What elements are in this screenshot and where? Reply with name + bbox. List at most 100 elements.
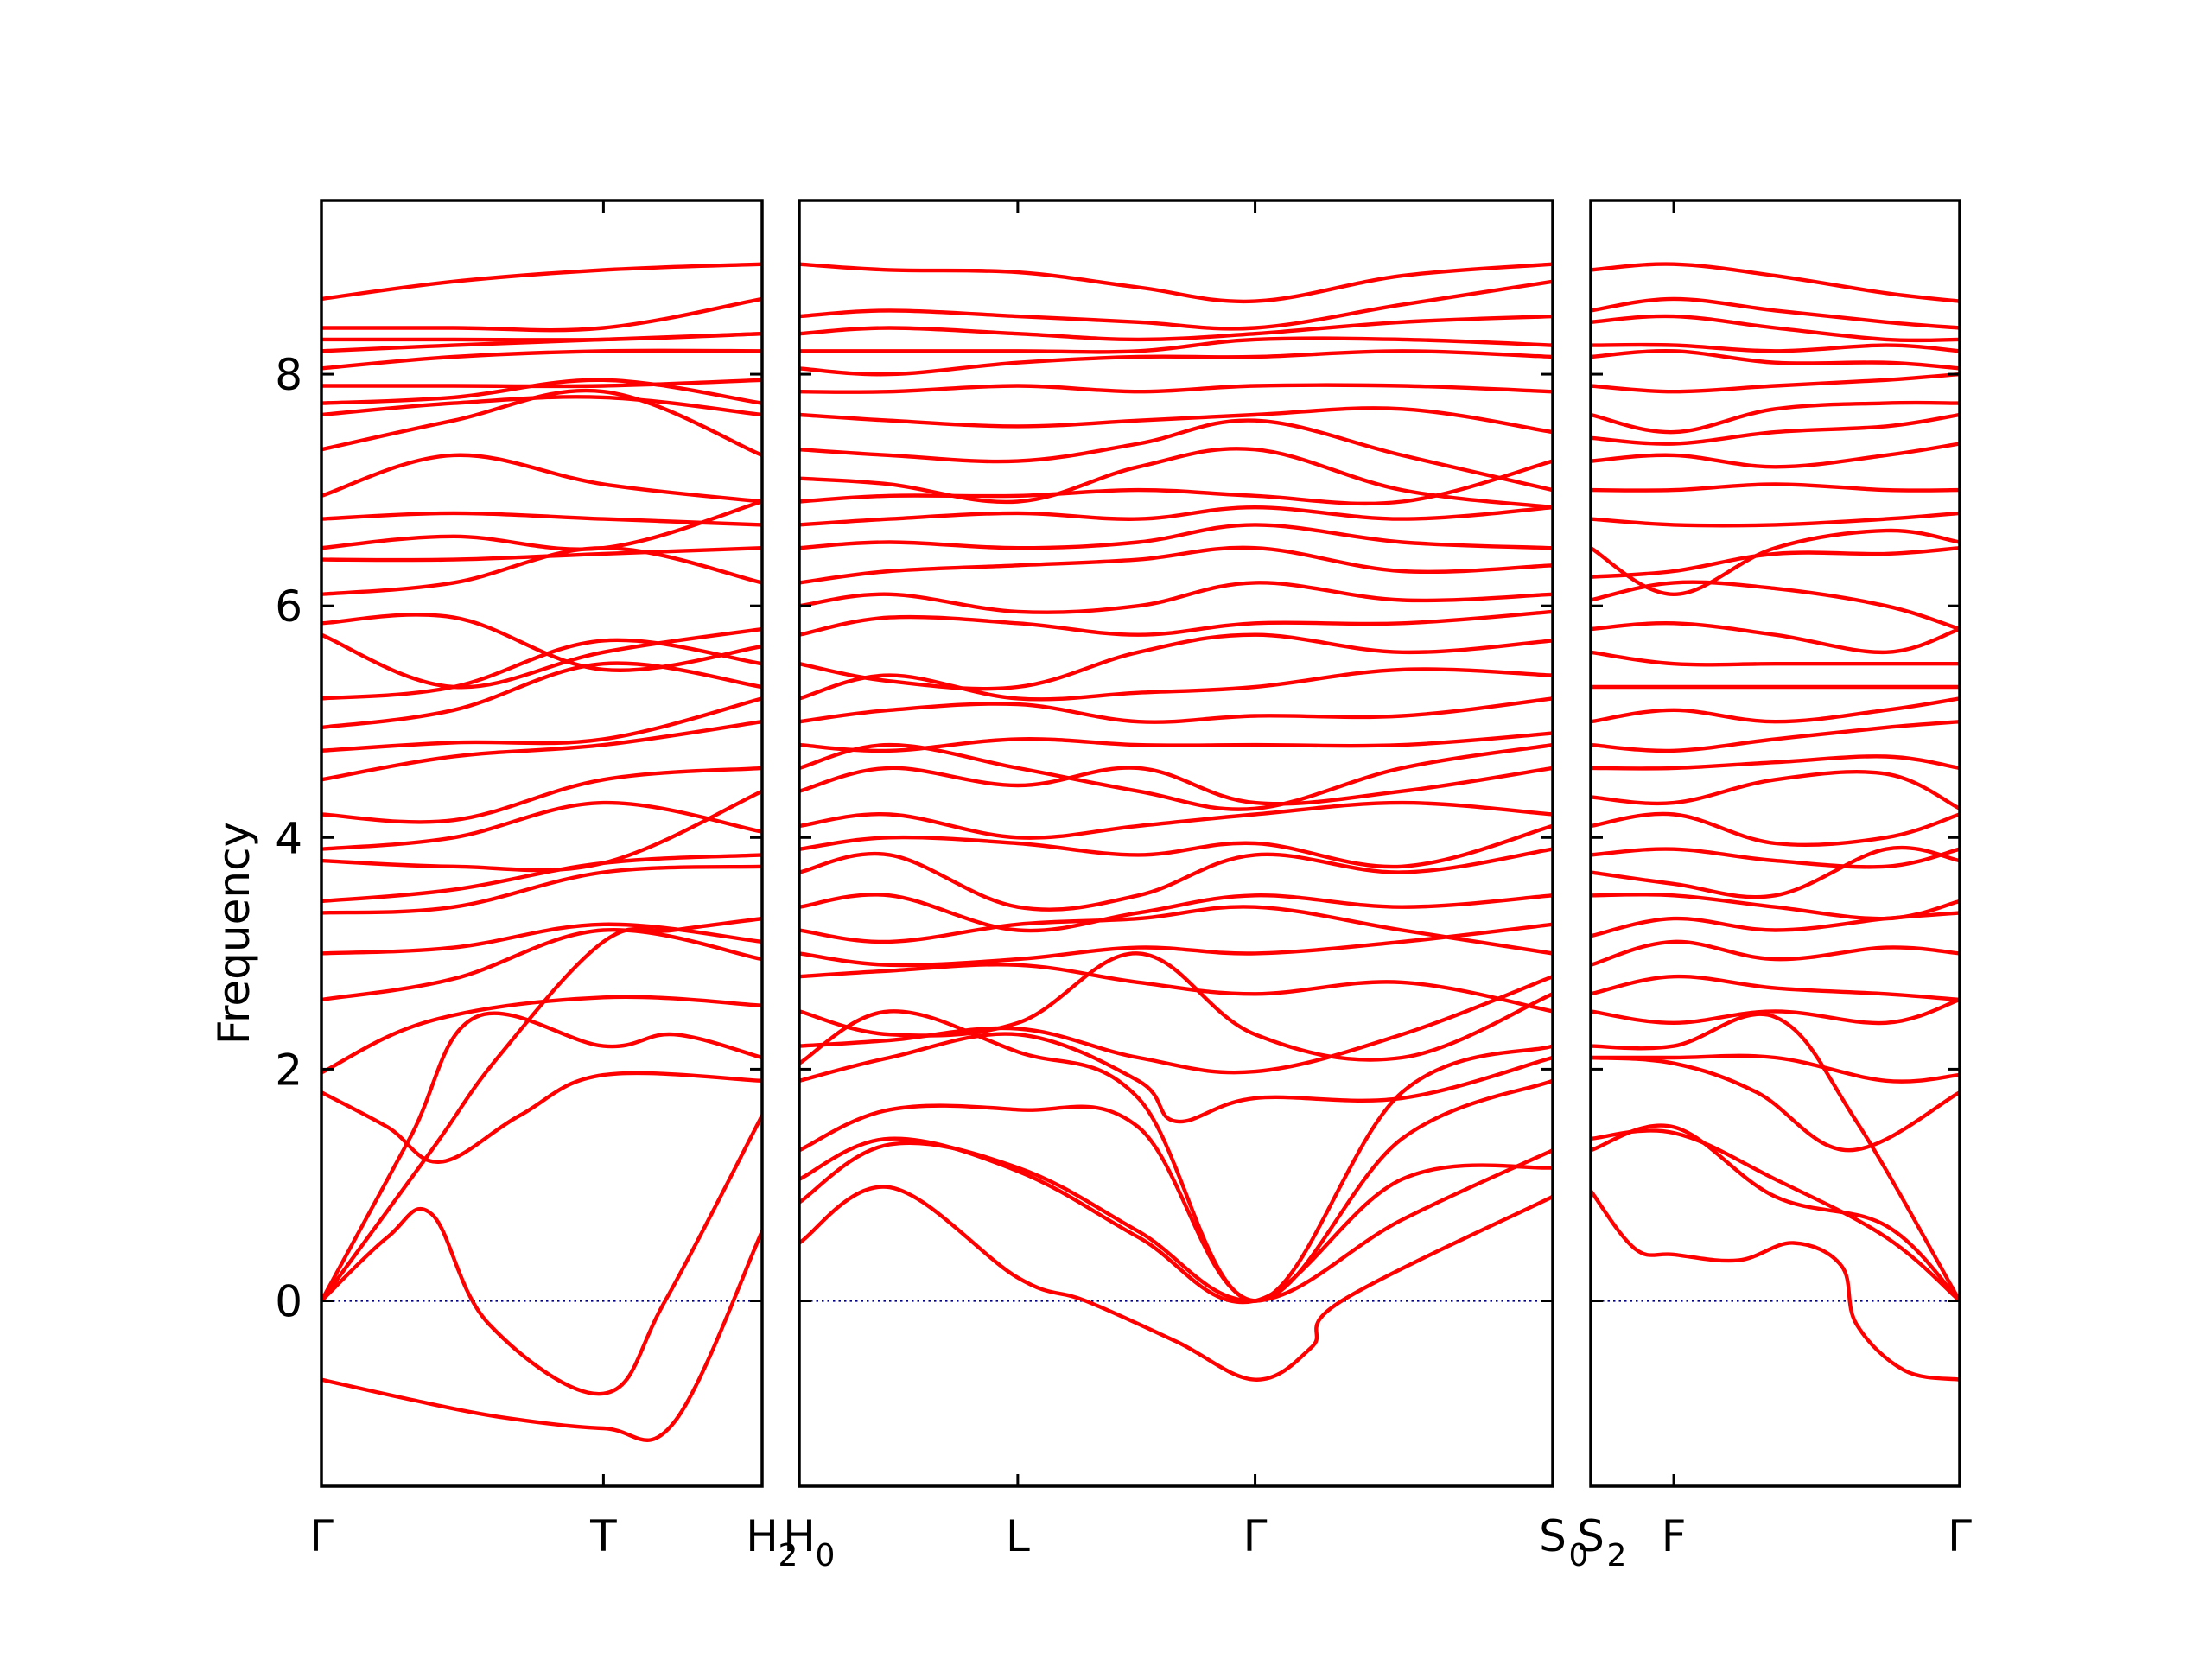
phonon-band-18 [321,626,762,690]
phonon-band-25 [799,523,1553,550]
x-tick-label-subscript: 2 [779,1538,798,1573]
phonon-band-17 [321,638,762,701]
phonon-band-7 [321,927,762,1002]
phonon-band-26 [1591,482,1960,493]
phonon-band-33 [1591,314,1960,343]
phonon-band-8 [321,922,762,956]
phonon-band-26 [321,395,762,417]
phonon-band-11 [799,905,1553,956]
phonon-band-28 [321,378,762,389]
phonon-band-9 [799,963,1553,1014]
phonon-band-22 [799,609,1553,637]
phonon-band-10 [799,922,1553,968]
y-tick-label: 0 [275,1277,302,1327]
y-tick-label: 8 [275,350,302,400]
phonon-band-21 [1591,620,1960,655]
phonon-band-32 [321,296,762,333]
phonon-band-28 [799,447,1553,510]
x-tick-label-subscript: 0 [816,1538,836,1573]
phonon-band-11 [1591,893,1960,921]
panel-s2-f-gamma-frame [1589,199,1961,1488]
phonon-band-30 [1591,372,1960,394]
phonon-band-14 [799,823,1553,869]
phonon-band-2 [799,1141,1553,1303]
phonon-band-24 [321,453,762,504]
phonon-band-5 [1591,1012,1960,1303]
y-tick-label: 2 [275,1045,302,1095]
phonon-band-15 [799,800,1553,840]
phonon-band-35 [799,279,1553,331]
x-tick-label: S [1577,1511,1605,1561]
phonon-band-16 [799,766,1553,806]
phonon-band-18 [1591,696,1960,724]
phonon-band-13 [799,847,1553,912]
phonon-band-3 [799,1136,1553,1305]
phonon-band-34 [1591,296,1960,330]
phonon-band-27 [1591,442,1960,469]
phonon-band-14 [321,720,762,782]
phonon-band-32 [1591,342,1960,353]
x-tick-label: Γ [1948,1511,1972,1561]
phonon-band-21 [799,632,1553,691]
phonon-band-22 [1591,580,1960,632]
phonon-band-14 [1591,811,1960,848]
phonon-band-30 [799,406,1553,435]
panel-h0-l-gamma-s0-frame [798,199,1554,1488]
x-tick-label-subscript: 0 [1569,1538,1589,1573]
x-tick-label: S [1539,1511,1567,1561]
phonon-band-20 [321,546,762,596]
phonon-band-24 [799,545,1553,585]
x-tick-label-subscript: 2 [1607,1538,1627,1573]
x-tick-label: L [1006,1511,1030,1561]
phonon-band-32 [799,349,1553,377]
y-axis-label: Frequency [209,822,259,1045]
phonon-band-26 [799,505,1553,527]
phonon-band-8 [1591,974,1960,1002]
phonon-band-6 [1591,1053,1960,1084]
phonon-band-36 [799,262,1553,304]
phonon-band-6 [799,1009,1553,1303]
phonon-band-18 [799,731,1553,753]
phonon-band-29 [321,348,762,371]
phonon-band-11 [321,789,762,873]
phonon-band-4 [799,1078,1553,1303]
phonon-band-17 [799,742,1553,811]
panel-h0-l-gamma-s0-bands [799,262,1553,1382]
phonon-band-6 [321,995,762,1075]
phonon-band-33 [321,262,762,302]
phonon-band-29 [1591,400,1960,435]
phonon-band-31 [799,383,1553,394]
phonon-band-20 [1591,650,1960,667]
phonon-band-1 [321,1229,762,1442]
phonon-band-12 [799,893,1553,933]
phonon-band-23 [1591,546,1960,579]
phonon-band-17 [1591,720,1960,753]
phonon-band-35 [1591,262,1960,303]
phonon-band-9 [321,864,762,915]
phonon-band-2 [1591,1123,1960,1303]
phonon-band-9 [1591,939,1960,967]
y-tick-label: 4 [275,813,302,863]
phonon-band-20 [799,667,1553,702]
x-tick-label: F [1662,1511,1687,1561]
phonon-band-31 [1591,348,1960,371]
phonon-band-4 [321,1071,762,1164]
phonon-band-4 [1591,1055,1960,1153]
phonon-band-29 [799,418,1553,493]
x-tick-label: H [746,1511,779,1561]
phonon-band-34 [799,314,1553,342]
phonon-band-23 [799,581,1553,614]
phonon-band-2 [321,1113,762,1396]
phonon-band-10 [321,853,762,904]
phonon-band-19 [799,696,1553,724]
panel-s2-f-gamma-bands [1591,262,1960,1382]
panel-gamma-t-h2-frame [320,199,764,1488]
phonon-band-5 [321,1011,762,1303]
phonon-band-25 [1591,511,1960,528]
x-tick-label: T [589,1511,617,1561]
phonon-band-19 [321,613,762,672]
